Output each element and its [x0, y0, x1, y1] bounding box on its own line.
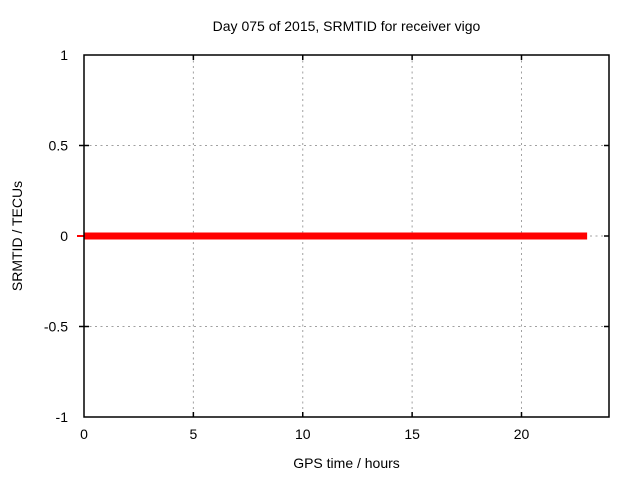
x-tick-label: 5 — [189, 426, 197, 442]
x-tick-label: 15 — [404, 426, 420, 442]
y-tick-label: 0.5 — [49, 138, 69, 154]
plot-border — [83, 54, 610, 418]
chart-title: Day 075 of 2015, SRMTID for receiver vig… — [212, 18, 481, 34]
x-tick-label: 0 — [80, 426, 88, 442]
x-tick-label: 10 — [295, 426, 311, 442]
y-tick-label: -1 — [56, 409, 69, 425]
x-axis-label: GPS time / hours — [293, 455, 400, 471]
y-tick-label: 0 — [60, 228, 68, 244]
y-tick-label: 1 — [60, 47, 68, 63]
y-tick-label: -0.5 — [44, 319, 68, 335]
x-tick-label: 20 — [514, 426, 530, 442]
